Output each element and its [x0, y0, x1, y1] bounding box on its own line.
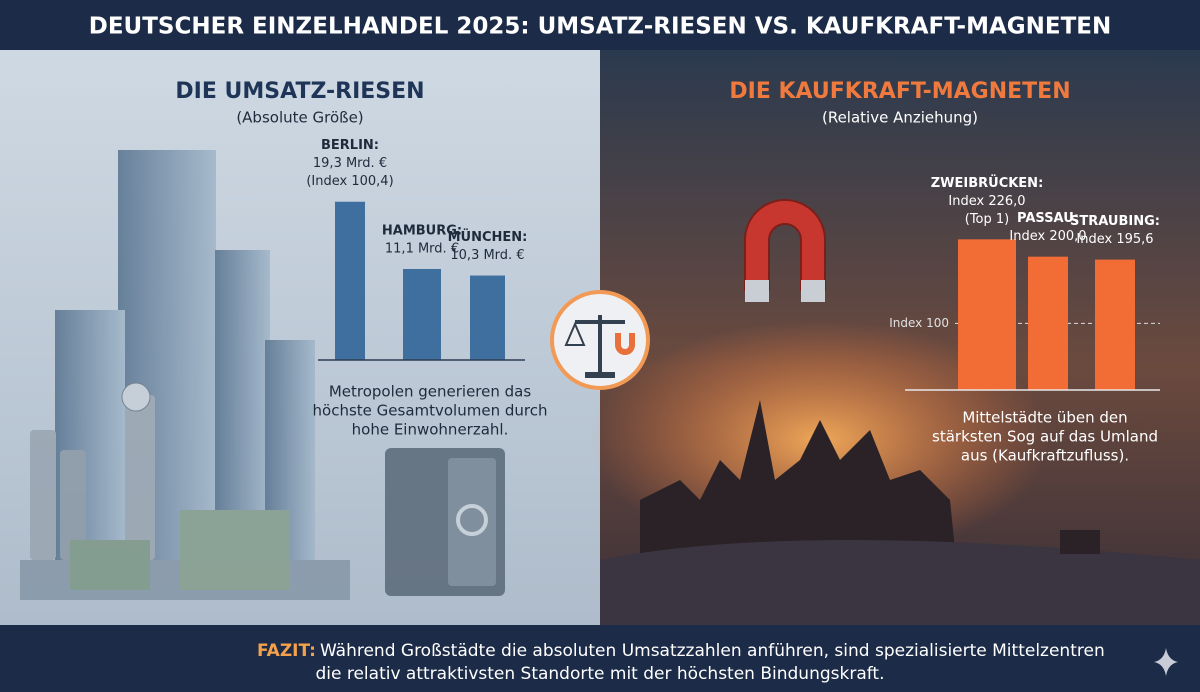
value-label: Index 195,6 [1076, 232, 1153, 247]
page-title: DEUTSCHER EINZELHANDEL 2025: UMSATZ-RIES… [89, 14, 1112, 40]
bar [958, 239, 1016, 390]
footer-label: FAZIT: [257, 641, 316, 661]
skyline-illustration [20, 150, 505, 600]
sparkle-icon [1154, 648, 1178, 676]
bar [1095, 259, 1135, 390]
chart-title: DIE KAUFKRAFT-MAGNETEN [729, 79, 1070, 104]
bar [1028, 256, 1068, 390]
bar [403, 268, 441, 360]
value-label: 19,3 Mrd. € [313, 156, 387, 171]
category-label: STRAUBING: [1070, 214, 1160, 229]
footer-text: Während Großstädte die absoluten Umsatzz… [320, 641, 1105, 661]
category-label: HAMBURG: [382, 223, 462, 238]
caption-line: stärksten Sog auf das Umland [932, 428, 1158, 446]
category-label: ZWEIBRÜCKEN: [931, 175, 1044, 191]
category-label: BERLIN: [321, 138, 379, 153]
annotation: (Index 100,4) [306, 174, 393, 189]
chart-subtitle: (Absolute Größe) [236, 109, 363, 127]
footer-band [0, 625, 1200, 692]
value-label: 11,1 Mrd. € [385, 241, 459, 256]
value-label: 10,3 Mrd. € [450, 248, 524, 263]
bar [470, 275, 505, 360]
footer-line: FAZIT: Während Großstädte die absoluten U… [257, 641, 1105, 661]
header-band [0, 0, 1200, 50]
value-label: Index 226,0 [948, 194, 1025, 209]
category-label: PASSAU: [1017, 211, 1079, 226]
footer-line: die relativ attraktivsten Standorte mit … [315, 664, 884, 684]
balance-emblem [550, 290, 650, 390]
chart-subtitle: (Relative Anziehung) [822, 109, 978, 127]
magnet-city-illustration [600, 199, 1200, 625]
caption-line: hohe Einwohnerzahl. [352, 421, 509, 439]
reference-label: Index 100 [889, 316, 949, 330]
caption-line: Metropolen generieren das [329, 383, 532, 401]
caption-line: höchste Gesamtvolumen durch [313, 402, 548, 420]
chart-title: DIE UMSATZ-RIESEN [175, 79, 424, 104]
caption-line: Mittelstädte üben den [962, 409, 1127, 427]
annotation: (Top 1) [965, 212, 1009, 227]
bar [335, 201, 365, 360]
value-label: Index 200,0 [1009, 229, 1086, 244]
category-label: MÜNCHEN: [448, 229, 528, 245]
caption-line: aus (Kaufkraftzufluss). [961, 447, 1129, 465]
